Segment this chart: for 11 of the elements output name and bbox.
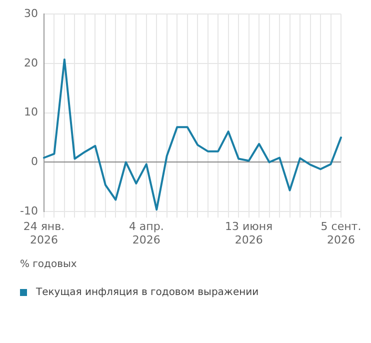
y-axis-title: % годовых: [20, 259, 77, 270]
x-tick-label: 24 янв. 2026: [23, 220, 65, 246]
x-tick-label: 4 апр. 2026: [128, 220, 164, 246]
y-tick-label: 10: [24, 106, 38, 119]
y-tick-label: 20: [24, 56, 38, 70]
legend-label: Текущая инфляция в годовом выражении: [36, 287, 259, 298]
y-tick-label: -10: [20, 204, 38, 218]
y-tick-label: 0: [30, 155, 38, 168]
x-tick-label: 13 июня 2026: [224, 220, 273, 246]
x-tick-label: 5 сент. 2026: [320, 220, 362, 246]
y-tick-label: 30: [24, 6, 38, 20]
